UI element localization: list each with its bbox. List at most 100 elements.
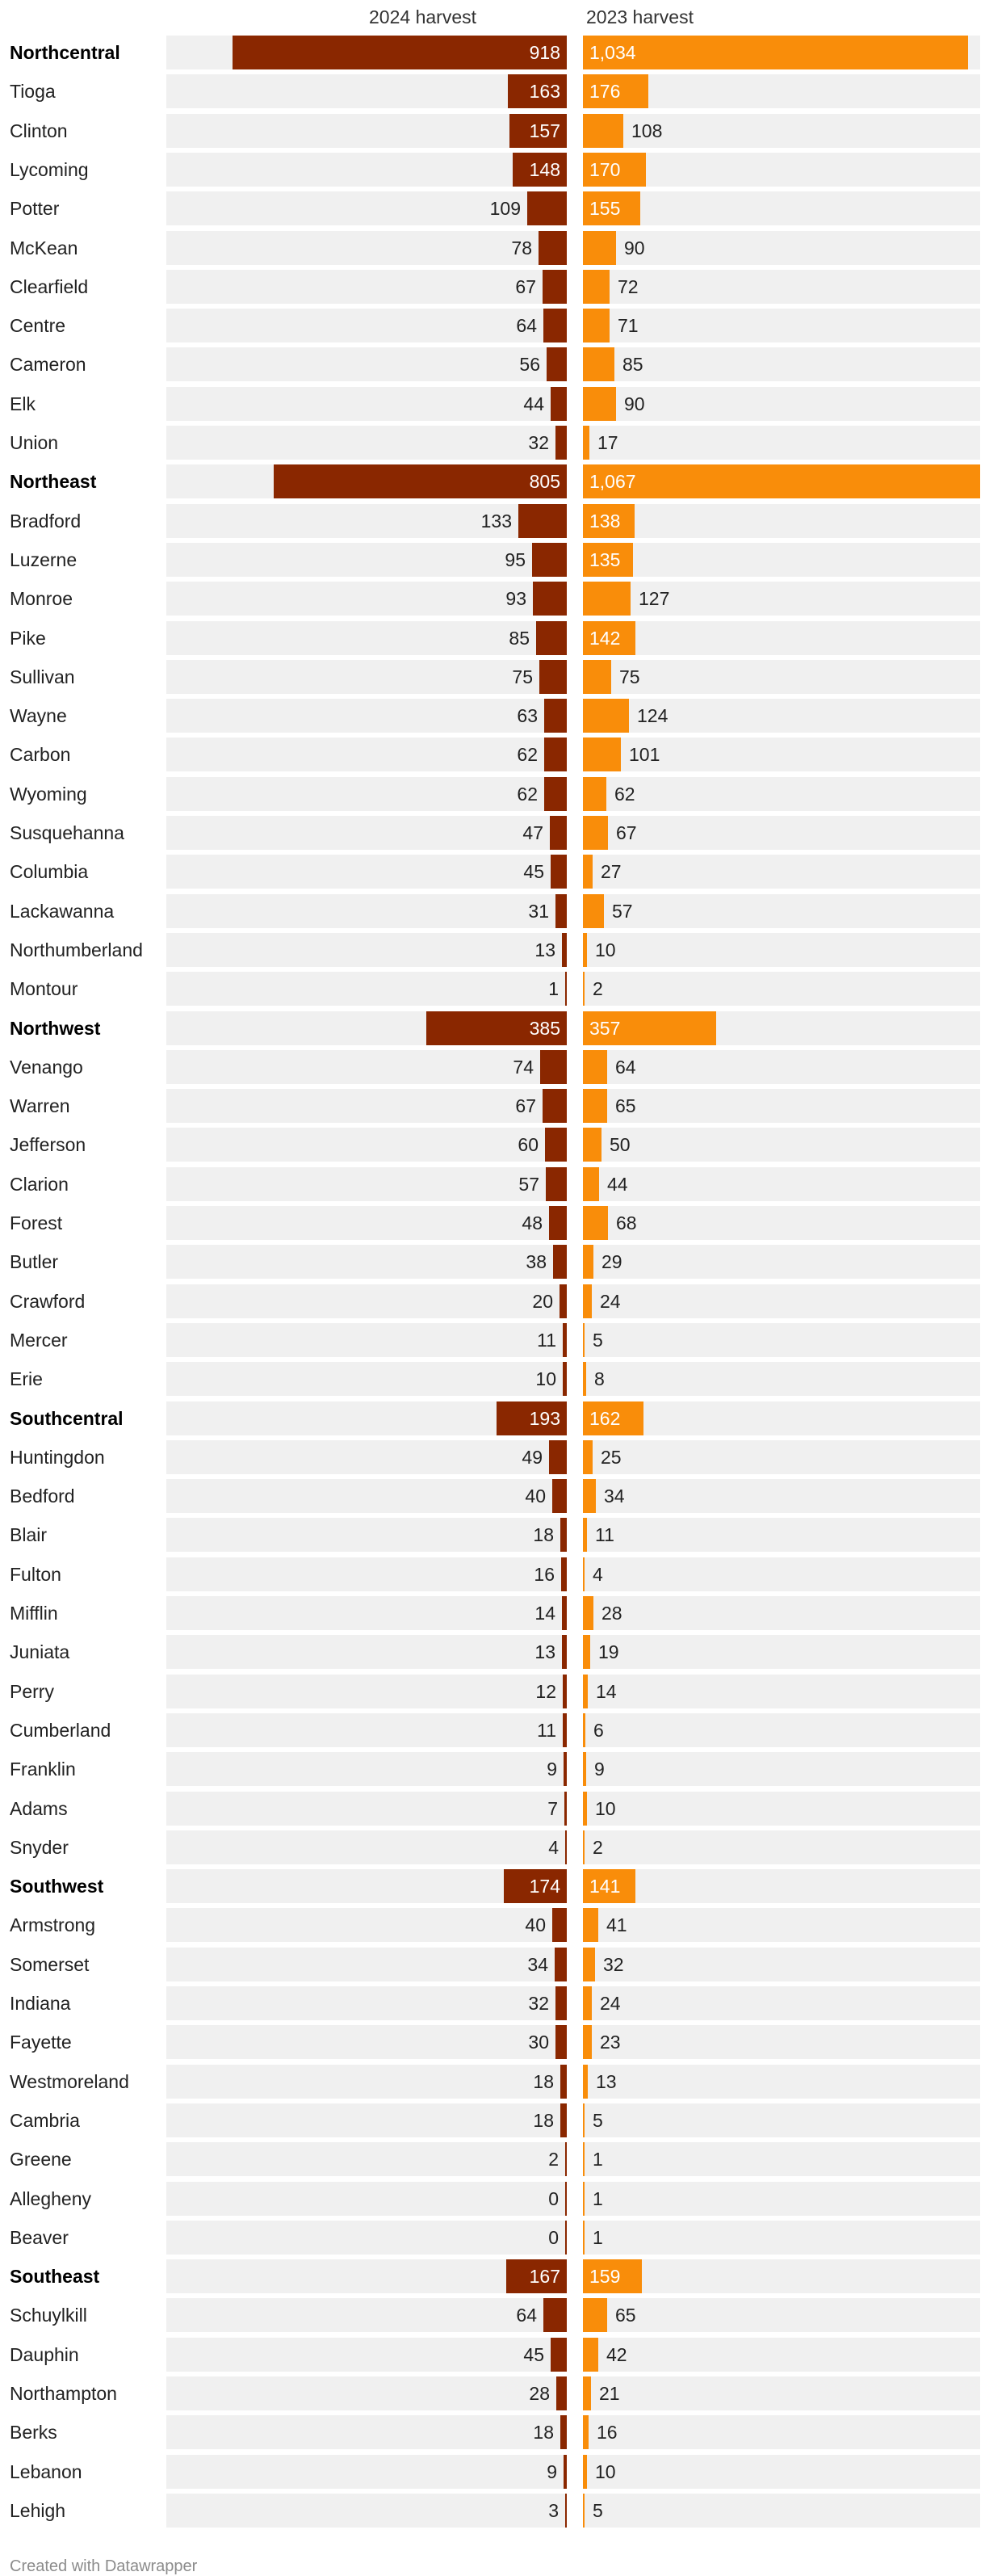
value-label-2023: 101 bbox=[629, 744, 660, 765]
row-background-2023 bbox=[583, 933, 980, 967]
row-label: Greene bbox=[10, 2149, 72, 2170]
value-label-2024: 67 bbox=[515, 1095, 536, 1116]
value-label-2024: 18 bbox=[533, 2071, 554, 2092]
row-background-2024 bbox=[166, 2025, 567, 2059]
row-label: Southwest bbox=[10, 1876, 104, 1897]
row-background-2024 bbox=[166, 114, 567, 148]
row-background-2023 bbox=[583, 387, 980, 421]
value-label-2024: 2 bbox=[548, 2149, 559, 2170]
row-pike: Pike 85 142 bbox=[0, 621, 985, 655]
row-mercer: Mercer 11 5 bbox=[0, 1323, 985, 1357]
row-sullivan: Sullivan 75 75 bbox=[0, 660, 985, 694]
row-label: Fayette bbox=[10, 2032, 72, 2053]
row-northampton: Northampton 28 21 bbox=[0, 2376, 985, 2410]
bar-2023 bbox=[583, 660, 611, 694]
row-label: Columbia bbox=[10, 861, 89, 882]
row-background-2024 bbox=[166, 621, 567, 655]
value-label-2023: 357 bbox=[589, 1018, 621, 1039]
row-label: Northumberland bbox=[10, 939, 143, 960]
row-mifflin: Mifflin 14 28 bbox=[0, 1596, 985, 1630]
row-label: Clinton bbox=[10, 120, 68, 141]
header-2023-harvest: 2023 harvest bbox=[586, 6, 694, 27]
bar-2024 bbox=[518, 504, 567, 538]
bar-2024 bbox=[563, 1713, 567, 1747]
value-label-2024: 163 bbox=[529, 81, 560, 102]
bar-2024 bbox=[544, 699, 567, 733]
value-label-2024: 78 bbox=[511, 237, 532, 258]
value-label-2024: 28 bbox=[529, 2383, 550, 2404]
bar-2024 bbox=[552, 1908, 567, 1942]
bar-2023 bbox=[583, 1089, 607, 1123]
row-lycoming: Lycoming 148 170 bbox=[0, 153, 985, 187]
bar-2024 bbox=[504, 1869, 567, 1903]
row-lackawanna: Lackawanna 31 57 bbox=[0, 894, 985, 928]
value-label-2023: 14 bbox=[596, 1681, 617, 1702]
row-background-2023 bbox=[583, 1596, 980, 1630]
row-juniata: Juniata 13 19 bbox=[0, 1635, 985, 1669]
row-label: Venango bbox=[10, 1057, 83, 1078]
row-background-2023 bbox=[583, 2221, 980, 2255]
bar-2023 bbox=[583, 1479, 596, 1513]
row-blair: Blair 18 11 bbox=[0, 1518, 985, 1552]
bar-2024 bbox=[543, 309, 567, 342]
value-label-2024: 38 bbox=[526, 1251, 547, 1272]
bar-2023 bbox=[583, 1323, 585, 1357]
value-label-2024: 95 bbox=[505, 549, 526, 570]
row-crawford: Crawford 20 24 bbox=[0, 1284, 985, 1318]
value-label-2023: 16 bbox=[597, 2422, 618, 2443]
row-label: Blair bbox=[10, 1524, 48, 1545]
bar-2024 bbox=[562, 933, 567, 967]
value-label-2023: 9 bbox=[594, 1759, 605, 1780]
row-northcentral: Northcentral 918 1,034 bbox=[0, 36, 985, 69]
bar-2023 bbox=[583, 1518, 587, 1552]
row-background-2023 bbox=[583, 1206, 980, 1240]
row-southcentral: Southcentral 193 162 bbox=[0, 1401, 985, 1435]
bar-2023 bbox=[583, 1011, 716, 1045]
row-background-2024 bbox=[166, 387, 567, 421]
value-label-2023: 29 bbox=[601, 1251, 622, 1272]
bar-2024 bbox=[565, 1830, 567, 1864]
row-background-2023 bbox=[583, 309, 980, 342]
row-label: Westmoreland bbox=[10, 2071, 129, 2092]
header-2024-harvest: 2024 harvest bbox=[369, 6, 476, 27]
value-label-2024: 49 bbox=[522, 1447, 543, 1468]
row-background-2024 bbox=[166, 309, 567, 342]
bar-2024 bbox=[555, 2025, 567, 2059]
value-label-2023: 65 bbox=[615, 2305, 636, 2326]
row-label: Dauphin bbox=[10, 2344, 79, 2365]
row-background-2023 bbox=[583, 2494, 980, 2528]
bar-2023 bbox=[583, 699, 629, 733]
bar-2024 bbox=[549, 1206, 567, 1240]
bar-2023 bbox=[583, 1284, 592, 1318]
row-background-2024 bbox=[166, 1518, 567, 1552]
row-background-2024 bbox=[166, 1284, 567, 1318]
row-label: Lehigh bbox=[10, 2500, 66, 2521]
bar-2024 bbox=[560, 2103, 567, 2137]
bar-2024 bbox=[552, 1479, 567, 1513]
row-background-2024 bbox=[166, 1206, 567, 1240]
value-label-2024: 63 bbox=[517, 705, 538, 726]
value-label-2023: 10 bbox=[595, 939, 616, 960]
value-label-2024: 18 bbox=[533, 1524, 554, 1545]
bar-2023 bbox=[583, 1908, 598, 1942]
row-clearfield: Clearfield 67 72 bbox=[0, 270, 985, 304]
row-label: Northcentral bbox=[10, 42, 120, 63]
bar-2024 bbox=[556, 2376, 567, 2410]
value-label-2024: 148 bbox=[529, 159, 560, 180]
bar-2023 bbox=[583, 2376, 591, 2410]
row-background-2023 bbox=[583, 153, 980, 187]
bar-2023 bbox=[583, 1948, 595, 1981]
row-label: Southeast bbox=[10, 2266, 100, 2287]
bar-2024 bbox=[563, 1675, 567, 1708]
value-label-2023: 27 bbox=[601, 861, 622, 882]
row-background-2024 bbox=[166, 2259, 567, 2293]
row-montour: Montour 1 2 bbox=[0, 972, 985, 1006]
row-background-2024 bbox=[166, 2182, 567, 2216]
row-label: Wayne bbox=[10, 705, 67, 726]
row-background-2023 bbox=[583, 582, 980, 616]
row-background-2024 bbox=[166, 816, 567, 850]
bar-2023 bbox=[583, 347, 614, 381]
value-label-2023: 25 bbox=[601, 1447, 622, 1468]
row-beaver: Beaver 0 1 bbox=[0, 2221, 985, 2255]
row-label: Carbon bbox=[10, 744, 71, 765]
